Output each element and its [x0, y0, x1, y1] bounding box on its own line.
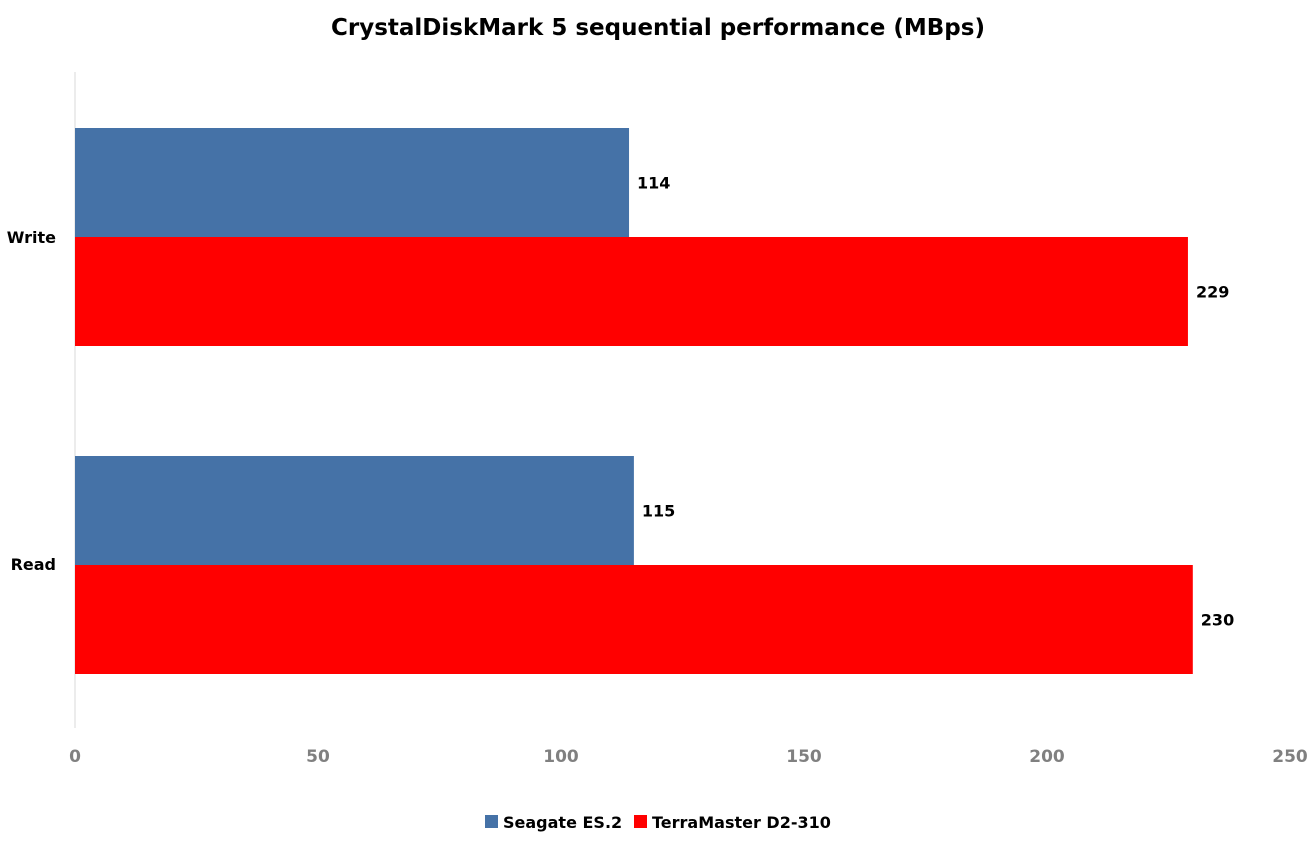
bar-read-series-1 — [75, 565, 1193, 674]
data-label-read-series-0: 115 — [642, 502, 675, 521]
category-label-write: Write — [7, 228, 56, 247]
bar-read-series-0 — [75, 456, 634, 565]
x-axis-ticks: 0 50 100 150 200 250 — [69, 747, 1308, 767]
category-labels: Write Read — [7, 228, 56, 574]
x-tick-label-100: 100 — [543, 747, 579, 767]
data-label-write-series-1: 229 — [1196, 283, 1229, 302]
data-label-read-series-1: 230 — [1201, 611, 1234, 630]
x-tick-label-50: 50 — [306, 747, 330, 767]
chart-title: CrystalDiskMark 5 sequential performance… — [331, 15, 985, 41]
x-tick-label-200: 200 — [1029, 747, 1065, 767]
legend-swatch-series-0 — [485, 815, 498, 828]
x-tick-label-150: 150 — [786, 747, 822, 767]
x-tick-label-0: 0 — [69, 747, 81, 767]
bar-write-series-0 — [75, 128, 630, 237]
legend-label-series-0: Seagate ES.2 — [503, 813, 622, 832]
legend-label-series-1: TerraMaster D2-310 — [652, 813, 831, 832]
value-labels: 114 229 115 230 — [637, 174, 1234, 630]
data-label-write-series-0: 114 — [637, 174, 670, 193]
legend-swatch-series-1 — [634, 815, 647, 828]
bar-write-series-1 — [75, 237, 1188, 346]
bars-layer — [75, 128, 1193, 674]
x-tick-label-250: 250 — [1272, 747, 1308, 767]
category-label-read: Read — [11, 555, 56, 574]
legend: Seagate ES.2 TerraMaster D2-310 — [485, 813, 831, 832]
